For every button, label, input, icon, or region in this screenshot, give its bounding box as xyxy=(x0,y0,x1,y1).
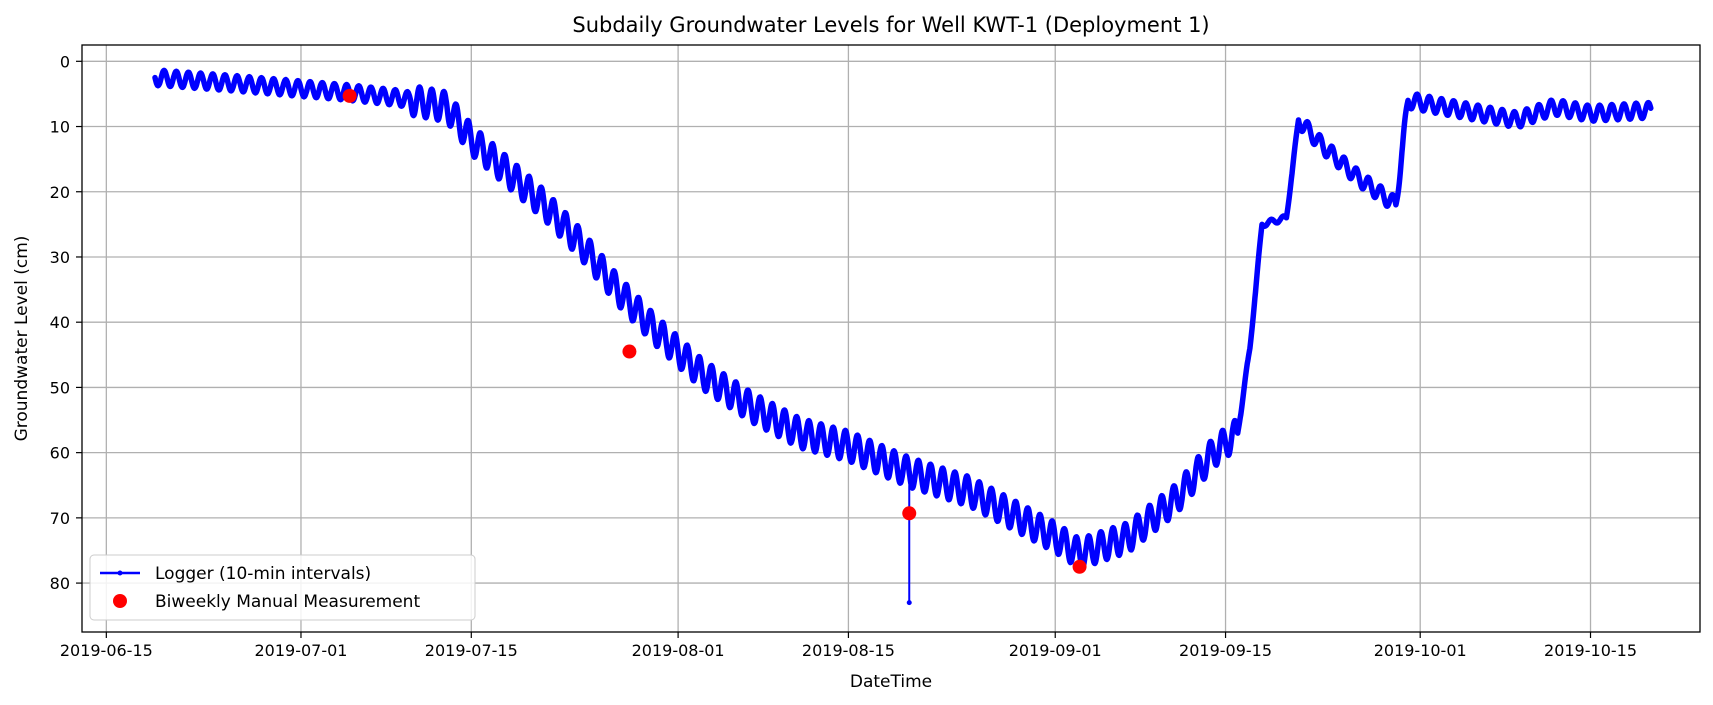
x-axis-ticks: 2019-06-15 2019-07-01 2019-07-15 2019-08-01… xyxy=(60,632,1637,660)
axes-frame xyxy=(81,44,1701,633)
x-tick-label: 2019-10-15 xyxy=(1544,641,1637,660)
logger-series-line xyxy=(152,67,1654,571)
manual-measurement-point xyxy=(342,88,357,103)
logger-spike-point xyxy=(906,600,912,606)
y-axis-label: Groundwater Level (cm) xyxy=(12,236,32,442)
x-tick-label: 2019-09-15 xyxy=(1179,641,1272,660)
y-tick-label: 10 xyxy=(50,118,70,137)
legend-logger-label: Logger (10-min intervals) xyxy=(155,564,371,584)
y-tick-label: 0 xyxy=(60,52,70,71)
y-tick-label: 60 xyxy=(50,444,70,463)
manual-measurement-point xyxy=(902,506,917,521)
y-tick-label: 30 xyxy=(50,248,70,267)
x-tick-label: 2019-07-15 xyxy=(425,641,518,660)
plot-area xyxy=(152,67,1654,606)
chart-title: Subdaily Groundwater Levels for Well KWT… xyxy=(572,13,1209,37)
y-tick-label: 40 xyxy=(50,313,70,332)
y-tick-label: 70 xyxy=(50,509,70,528)
legend: Logger (10-min intervals) Biweekly Manua… xyxy=(89,554,476,621)
legend-logger-marker xyxy=(117,570,123,576)
y-tick-label: 20 xyxy=(50,183,70,202)
x-tick-label: 2019-08-01 xyxy=(632,641,725,660)
x-tick-label: 2019-06-15 xyxy=(60,641,153,660)
manual-measurement-point xyxy=(622,344,637,359)
legend-manual-label: Biweekly Manual Measurement xyxy=(155,592,420,612)
x-tick-label: 2019-09-01 xyxy=(1009,641,1102,660)
x-tick-label: 2019-10-01 xyxy=(1374,641,1467,660)
manual-measurement-point xyxy=(1072,559,1087,574)
x-tick-label: 2019-07-01 xyxy=(254,641,347,660)
x-axis-label: DateTime xyxy=(850,672,932,692)
y-axis-ticks: 0 10 20 30 40 50 60 70 80 xyxy=(50,52,82,593)
y-tick-label: 80 xyxy=(50,574,70,593)
legend-manual-marker xyxy=(113,594,127,608)
x-tick-label: 2019-08-15 xyxy=(802,641,895,660)
y-tick-label: 50 xyxy=(50,378,70,397)
legend-box xyxy=(89,554,476,621)
